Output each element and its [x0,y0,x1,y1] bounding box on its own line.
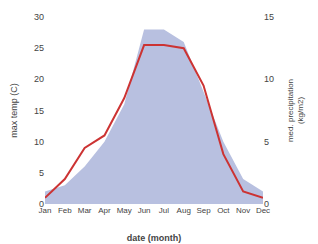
svg-text:Dec: Dec [256,206,270,215]
svg-text:Feb: Feb [58,206,72,215]
svg-text:Aug: Aug [177,206,191,215]
svg-text:10: 10 [34,137,44,147]
svg-text:Oct: Oct [217,206,230,215]
svg-text:med. precipitation(kg/m2): med. precipitation(kg/m2) [286,79,305,142]
svg-text:Apr: Apr [98,206,111,215]
svg-text:5: 5 [39,168,44,178]
svg-text:Mar: Mar [78,206,92,215]
svg-text:0: 0 [39,199,44,209]
svg-text:20: 20 [34,74,44,84]
svg-text:30: 30 [34,12,44,22]
svg-text:Jul: Jul [159,206,169,215]
svg-text:Nov: Nov [236,206,250,215]
svg-text:Jan: Jan [39,206,52,215]
svg-text:max temp (C): max temp (C) [9,83,19,138]
svg-text:date (month): date (month) [127,233,182,243]
svg-text:Sep: Sep [196,206,211,215]
svg-text:15: 15 [34,106,44,116]
svg-text:0: 0 [264,199,269,209]
svg-text:10: 10 [264,74,274,84]
svg-text:Jun: Jun [138,206,151,215]
svg-text:5: 5 [264,137,269,147]
svg-text:25: 25 [34,43,44,53]
svg-text:15: 15 [264,12,274,22]
svg-text:May: May [117,206,132,215]
